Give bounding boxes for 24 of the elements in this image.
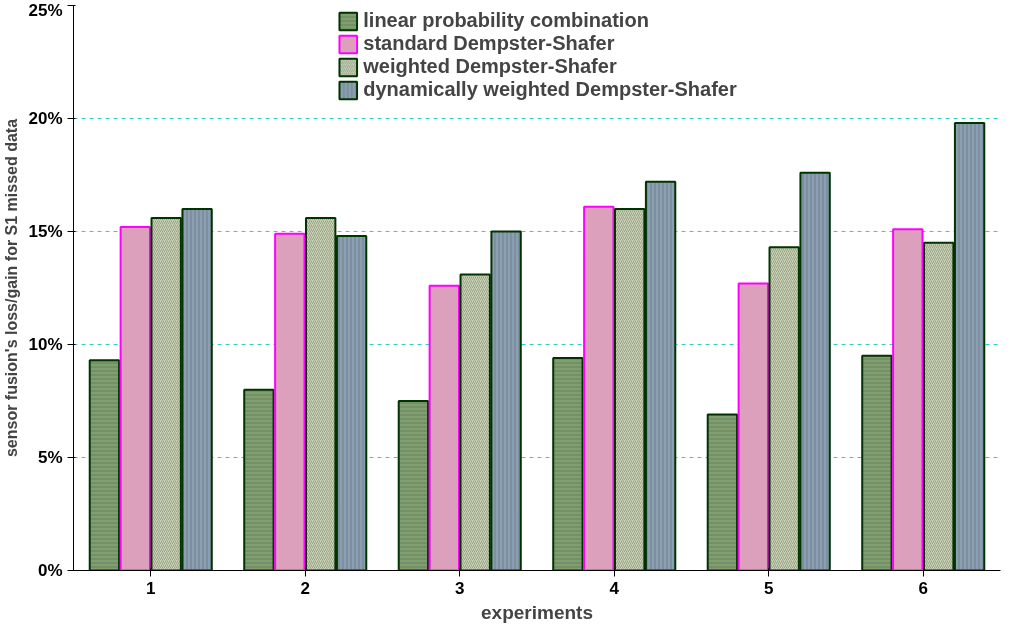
y-tick-label: 15% xyxy=(28,222,63,241)
bar xyxy=(737,282,769,571)
x-tick-label: 2 xyxy=(300,578,310,598)
legend-label: linear probability combination xyxy=(363,9,649,32)
y-axis-title: sensor fusion's loss/gain for S1 missed data xyxy=(3,118,21,458)
y-tick-label: 10% xyxy=(28,335,63,354)
bar xyxy=(583,205,615,571)
bar xyxy=(892,228,924,571)
bar xyxy=(274,232,306,571)
y-tick-label: 5% xyxy=(37,448,63,467)
x-tick-label: 4 xyxy=(609,578,620,598)
x-axis-title: experiments xyxy=(481,601,593,623)
legend-label: weighted Dempster-Shafer xyxy=(363,55,617,78)
y-tick-label: 0% xyxy=(37,561,63,580)
legend-label: standard Dempster-Shafer xyxy=(363,32,615,55)
y-tick-label: 25% xyxy=(28,0,63,20)
x-tick-label: 1 xyxy=(146,578,156,598)
y-tick-label: 20% xyxy=(28,109,63,128)
legend-label: dynamically weighted Dempster-Shafer xyxy=(363,78,737,101)
x-tick-label: 6 xyxy=(918,578,928,598)
x-tick-label: 3 xyxy=(455,578,465,598)
bar xyxy=(428,284,460,571)
x-tick-label: 5 xyxy=(764,578,774,598)
bar xyxy=(119,225,151,571)
